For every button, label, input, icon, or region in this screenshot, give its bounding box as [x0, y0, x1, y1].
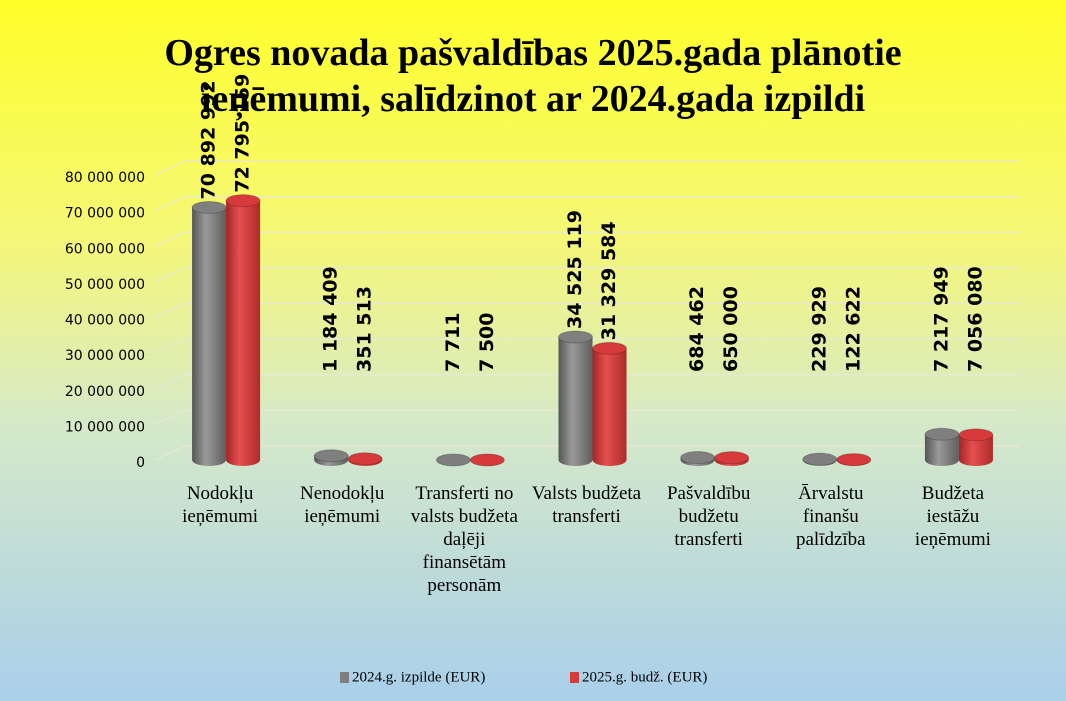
legend-swatch — [570, 672, 579, 683]
bar — [836, 453, 872, 467]
bar-cap — [558, 330, 593, 344]
bar-body — [592, 348, 627, 467]
grid-line — [154, 409, 1020, 425]
x-tick-label: Budžeta iestāžu ieņēmumi — [914, 483, 991, 550]
bar-cap — [836, 453, 872, 467]
y-tick-label: 50 000 000 — [65, 277, 145, 293]
legend-label: 2025.g. budž. (EUR) — [582, 669, 707, 685]
bar-cap — [347, 452, 383, 466]
bar-cap — [924, 427, 960, 441]
value-label: 34 525 119 — [564, 210, 586, 329]
grid-line — [154, 267, 1020, 283]
value-label: 7 217 949 — [930, 266, 952, 372]
y-tick-label: 70 000 000 — [65, 206, 145, 222]
bar-body — [192, 207, 227, 467]
bar-cap — [592, 341, 627, 355]
x-tick-label: Nenodokļu ieņēmumi — [299, 483, 385, 527]
y-tick-label: 10 000 000 — [65, 419, 145, 435]
y-tick-label: 20 000 000 — [65, 384, 145, 400]
bar-cap — [714, 451, 750, 465]
bar — [191, 200, 227, 467]
bar-cap — [313, 449, 349, 463]
y-tick-label: 80 000 000 — [65, 170, 145, 186]
bar-cap — [225, 194, 261, 208]
bar-body — [558, 337, 593, 467]
grid-line — [154, 231, 1020, 247]
value-label: 7 500 — [476, 313, 498, 373]
value-label: 1 184 409 — [320, 266, 342, 372]
bar-cap — [191, 200, 227, 214]
legend-label: 2024.g. izpilde (EUR) — [352, 669, 485, 685]
legend-swatch — [340, 672, 349, 683]
grid-line — [154, 196, 1020, 212]
bar-cap — [958, 428, 994, 442]
bar — [313, 449, 349, 467]
bar — [558, 330, 593, 467]
bar — [958, 428, 994, 467]
value-label: 7 711 — [442, 313, 464, 373]
value-label: 31 329 584 — [598, 221, 620, 340]
bar — [714, 451, 750, 467]
value-label: 684 462 — [686, 286, 708, 372]
bar-cap — [680, 451, 716, 465]
bar-cap — [802, 452, 838, 466]
x-tick-label: Valsts budžeta transferti — [531, 483, 642, 527]
bar-cap — [469, 453, 505, 467]
grid-line — [154, 160, 1020, 176]
value-label: 7 056 080 — [964, 266, 986, 372]
y-tick-label: 0 — [136, 455, 145, 471]
bar — [680, 451, 716, 467]
value-label: 650 000 — [720, 286, 742, 372]
grid-line — [154, 302, 1020, 319]
bar — [592, 341, 627, 467]
bar — [469, 453, 505, 467]
bar-body — [958, 434, 993, 467]
grid-line — [154, 374, 1020, 390]
bar — [802, 452, 838, 467]
y-tick-label: 40 000 000 — [65, 313, 145, 329]
bar — [347, 452, 383, 467]
value-label: 229 929 — [808, 286, 830, 372]
x-tick-label: Nodokļu ieņēmumi — [182, 483, 259, 527]
bar — [225, 194, 261, 467]
bar-body — [924, 434, 959, 467]
grid-line — [154, 338, 1020, 354]
value-label: 122 622 — [842, 286, 864, 372]
bar — [435, 453, 471, 467]
bar-cap — [435, 453, 471, 467]
chart-title: Ogres novada pašvaldības 2025.gada plāno… — [164, 32, 902, 120]
value-label: 351 513 — [354, 286, 376, 372]
x-tick-label: Pašvaldību budžetu transferti — [666, 483, 751, 550]
grid-line — [154, 445, 1020, 461]
x-tick-label: Transferti no valsts budžeta daļēji fina… — [410, 483, 518, 596]
y-tick-label: 30 000 000 — [65, 348, 145, 364]
y-tick-label: 60 000 000 — [65, 241, 145, 257]
x-tick-label: Ārvalstu finanšu palīdzība — [795, 483, 866, 550]
bar — [924, 427, 960, 467]
bar-body — [226, 200, 261, 467]
value-label: 72 795 159 — [232, 74, 254, 193]
value-label: 70 892 992 — [198, 80, 220, 199]
